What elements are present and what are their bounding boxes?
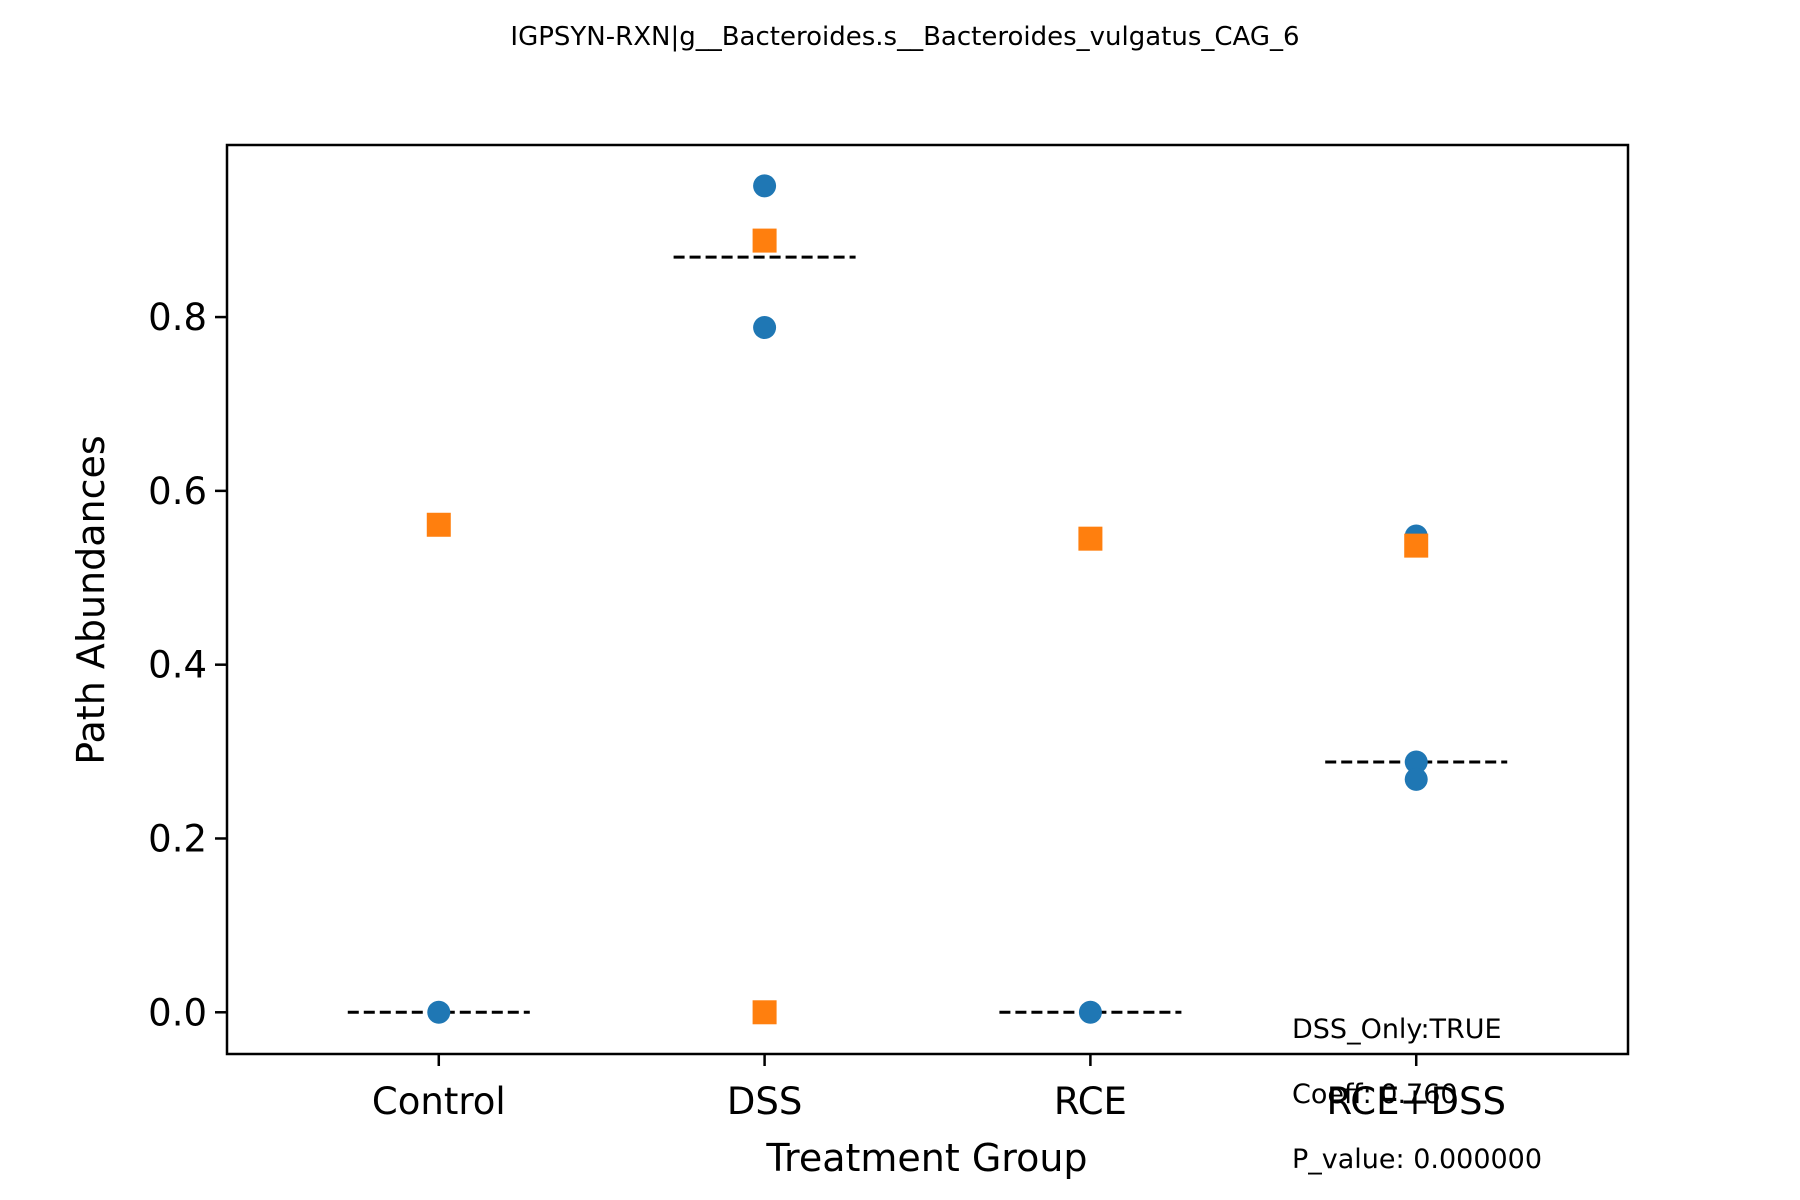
- square-point: [752, 228, 777, 253]
- y-tick-label: 0.4: [148, 644, 207, 687]
- square-point: [426, 512, 451, 537]
- x-axis-title: Treatment Group: [765, 1136, 1087, 1180]
- square-point: [1404, 533, 1429, 558]
- circle-point: [1404, 750, 1428, 774]
- chart-title: IGPSYN-RXN|g__Bacteroides.s__Bacteroides…: [510, 22, 1299, 52]
- median-lines: [347, 255, 1508, 1014]
- y-axis-title: Path Abundances: [69, 435, 113, 764]
- x-tick-label: RCE+DSS: [1326, 1080, 1506, 1123]
- circle-point: [1078, 1000, 1102, 1024]
- annotation-p-value: P_value: 0.000000: [1292, 1144, 1542, 1175]
- square-point: [752, 1000, 777, 1025]
- square-point: [1078, 526, 1103, 551]
- y-tick-label: 0.8: [148, 296, 207, 339]
- circle-point: [1404, 767, 1428, 791]
- x-tick-label: Control: [372, 1080, 506, 1123]
- circle-point: [753, 315, 777, 339]
- annotation-dss-only: DSS_Only:TRUE: [1292, 1014, 1502, 1045]
- circle-point: [427, 1000, 451, 1024]
- circle-point: [753, 174, 777, 198]
- plot-frame: [225, 143, 1630, 1056]
- x-axis-ticks: Control DSS RCE RCE+DSS: [372, 1054, 1506, 1123]
- y-tick-label: 0.0: [148, 991, 207, 1034]
- data-points: [426, 174, 1429, 1025]
- x-tick-label: RCE: [1054, 1080, 1127, 1123]
- x-tick-label: DSS: [727, 1080, 802, 1123]
- y-axis-ticks: 0.0 0.2 0.4 0.6 0.8: [148, 296, 227, 1034]
- y-tick-label: 0.6: [148, 470, 207, 513]
- y-tick-label: 0.2: [148, 817, 207, 860]
- annotation-coeff: Coeff: 0.760: [1292, 1079, 1458, 1110]
